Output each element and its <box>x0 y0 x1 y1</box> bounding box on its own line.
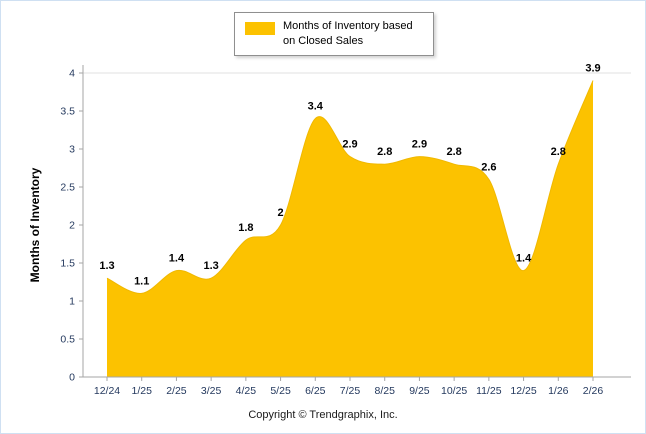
x-tick-label: 1/25 <box>131 385 152 397</box>
x-tick-label: 3/25 <box>201 385 222 397</box>
data-label: 2.9 <box>342 139 357 151</box>
area-series <box>107 80 593 377</box>
data-label: 2.8 <box>377 146 392 158</box>
data-label: 3.4 <box>308 101 324 113</box>
x-tick-label: 12/24 <box>94 385 120 397</box>
y-axis-title: Months of Inventory <box>28 167 42 282</box>
y-tick-label: 2.5 <box>60 182 75 194</box>
data-label: 2.9 <box>412 139 427 151</box>
data-label: 2.8 <box>551 146 566 158</box>
data-label: 1.8 <box>238 222 253 234</box>
data-label: 2.8 <box>446 146 461 158</box>
y-tick-label: 4 <box>69 68 75 80</box>
x-tick-label: 2/26 <box>583 385 604 397</box>
x-tick-label: 5/25 <box>270 385 291 397</box>
y-tick-label: 3 <box>69 144 75 156</box>
x-tick-label: 10/25 <box>441 385 467 397</box>
area-series-edge <box>106 80 594 294</box>
copyright-text: Copyright © Trendgraphix, Inc. <box>248 409 398 421</box>
data-label: 1.4 <box>516 253 532 265</box>
x-tick-label: 7/25 <box>340 385 361 397</box>
data-label: 1.3 <box>203 260 218 272</box>
data-label: 1.3 <box>99 260 114 272</box>
x-tick-label: 1/26 <box>548 385 569 397</box>
x-tick-label: 9/25 <box>409 385 430 397</box>
y-tick-label: 1 <box>69 296 75 308</box>
y-tick-label: 1.5 <box>60 258 75 270</box>
x-tick-label: 6/25 <box>305 385 326 397</box>
x-tick-label: 11/25 <box>476 385 502 397</box>
x-tick-label: 12/25 <box>510 385 536 397</box>
x-tick-label: 2/25 <box>166 385 187 397</box>
x-tick-label: 4/25 <box>236 385 257 397</box>
data-label: 1.1 <box>134 275 149 287</box>
legend: Months of Inventory based on Closed Sale… <box>234 12 434 56</box>
data-label: 1.4 <box>169 253 185 265</box>
data-label: 2.6 <box>481 161 496 173</box>
y-tick-label: 2 <box>69 220 75 232</box>
y-tick-label: 0.5 <box>60 334 75 346</box>
y-tick-label: 0 <box>69 372 75 384</box>
data-label: 2 <box>278 207 284 219</box>
x-tick-label: 8/25 <box>374 385 395 397</box>
legend-label: Months of Inventory based on Closed Sale… <box>283 20 413 47</box>
legend-swatch-icon <box>245 22 275 35</box>
data-label: 3.9 <box>585 63 600 75</box>
y-tick-label: 3.5 <box>60 106 75 118</box>
